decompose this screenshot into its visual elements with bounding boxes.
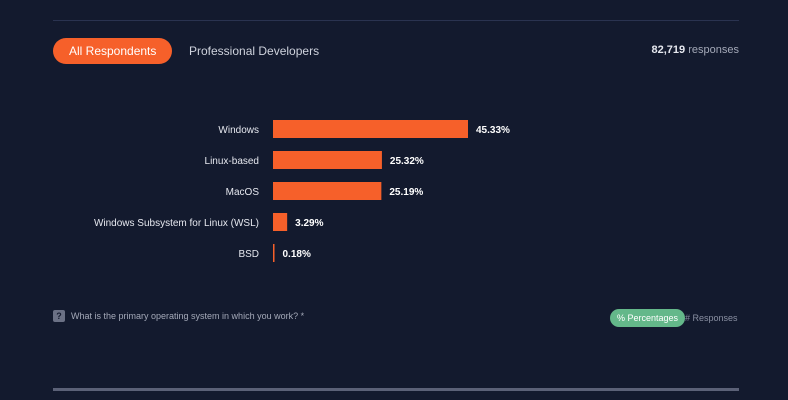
question-text: What is the primary operating system in …: [71, 311, 305, 321]
bar[interactable]: [273, 120, 468, 138]
category-label: BSD: [238, 249, 259, 260]
category-label: Windows: [218, 125, 259, 136]
value-label: 3.29%: [295, 218, 323, 229]
top-divider: [53, 20, 739, 21]
value-label: 0.18%: [283, 249, 311, 260]
value-label: 45.33%: [476, 125, 510, 136]
percentages-toggle[interactable]: % Percentages: [610, 309, 686, 327]
bar[interactable]: [273, 213, 288, 231]
bar-chart: Windows 45.33% Linux-based 25.32% MacOS 25.19…: [94, 120, 510, 262]
response-count-label: responses: [688, 44, 739, 56]
category-label: MacOS: [226, 187, 260, 198]
category-label: Windows Subsystem for Linux (WSL): [94, 218, 259, 229]
bar[interactable]: [273, 151, 382, 169]
value-label: 25.19%: [389, 187, 423, 198]
question-footer: ? What is the primary operating system i…: [53, 309, 304, 323]
tab-all-respondents[interactable]: All Respondents: [53, 38, 173, 64]
bar[interactable]: [273, 244, 275, 262]
value-label: 25.32%: [390, 156, 424, 167]
response-count: 82,719 responses: [652, 44, 739, 56]
tab-professional-developers[interactable]: Professional Developers: [189, 44, 320, 58]
question-mark-icon: ?: [53, 310, 65, 322]
bottom-divider: [53, 388, 739, 391]
bar[interactable]: [273, 182, 382, 200]
responses-toggle[interactable]: # Responses: [685, 313, 738, 323]
category-label: Linux-based: [205, 156, 259, 167]
response-count-value: 82,719: [651, 44, 686, 56]
